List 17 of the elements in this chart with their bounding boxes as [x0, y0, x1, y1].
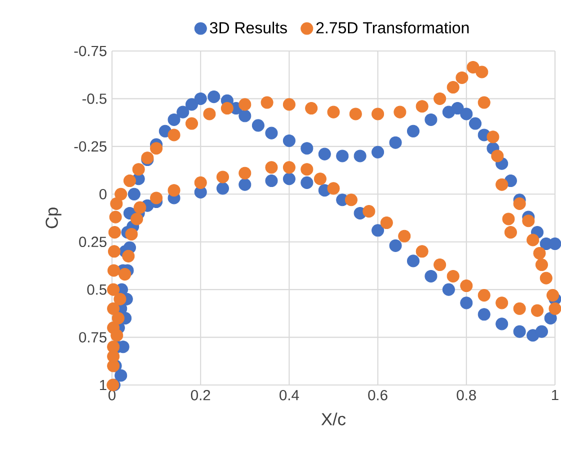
y-tick-label: -0.5 — [82, 94, 106, 104]
x-tick-label: 0.2 — [190, 390, 210, 400]
x-tick-label: 0.4 — [280, 390, 299, 400]
x-axis-title: X/c — [321, 412, 346, 426]
y-tick-label: -0.75 — [74, 46, 106, 56]
legend-label: 3D Results — [210, 22, 287, 34]
x-tick-label: 1 — [552, 390, 558, 400]
legend-label: 2.75D Transformation — [316, 22, 469, 34]
y-axis-title: Cp — [46, 208, 62, 228]
y-tick-label: 0 — [99, 188, 106, 200]
y-tick-label: 0.25 — [79, 236, 106, 248]
x-tick-label: 0.8 — [456, 390, 476, 400]
y-tick-label: 0.75 — [79, 332, 106, 342]
x-tick-label: 0.6 — [368, 390, 388, 400]
y-tick-label: 1 — [100, 380, 106, 390]
y-tick-label: -0.25 — [74, 141, 106, 152]
y-tick-label: 0.5 — [87, 284, 106, 295]
